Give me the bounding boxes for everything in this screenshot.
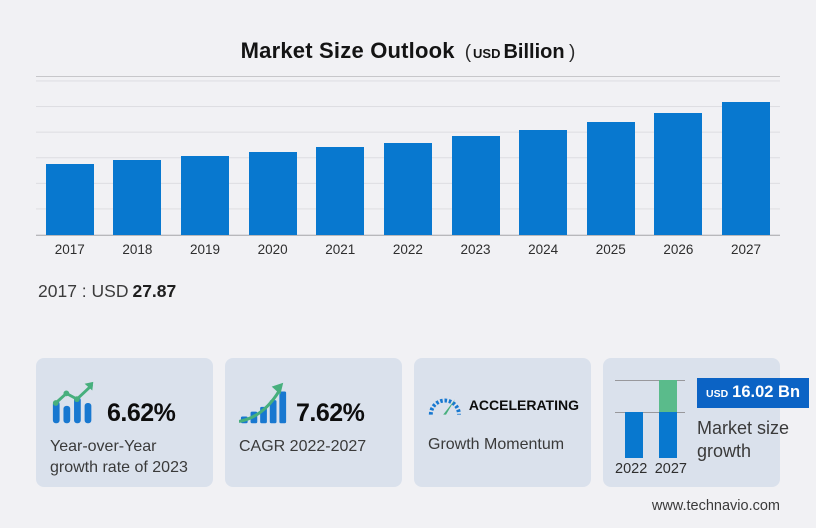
x-axis-label-2018: 2018 — [122, 242, 153, 257]
bar-2025 — [586, 122, 635, 235]
usd-label: USD — [473, 46, 501, 61]
bar-2023 — [451, 136, 500, 235]
cagr-value: 7.62% — [296, 399, 365, 427]
stat-card-cagr: 7.62% CAGR 2022-2027 — [225, 358, 402, 487]
x-axis-label-2025: 2025 — [595, 242, 626, 257]
x-axis-label-2024: 2024 — [528, 242, 559, 257]
yoy-growth-label: Year-over-Year growth rate of 2023 — [50, 438, 188, 477]
mini-label-2027: 2027 — [654, 461, 687, 477]
bar-2019 — [181, 156, 230, 235]
bar-2020 — [248, 152, 297, 235]
mini-gridline-top — [615, 380, 685, 381]
stat-card-market-size-growth: 2022 2027 USD 16.02 Bn Market size growth — [603, 358, 810, 487]
mini-bar-2022 — [625, 412, 643, 458]
growth-amount-badge: USD 16.02 Bn — [697, 378, 810, 408]
bar-2018 — [113, 160, 162, 235]
bar-2027 — [722, 102, 771, 235]
base-year-callout: 2017 : USD 27.87 — [38, 281, 780, 302]
base-year-value: 27.87 — [132, 281, 177, 301]
x-axis-label-2026: 2026 — [663, 242, 694, 257]
mini-growth-chart: 2022 2027 — [615, 372, 687, 479]
cagr-label: CAGR 2022-2027 — [239, 438, 367, 455]
momentum-value: ACCELERATING — [468, 397, 579, 413]
chart-title-unit: (USD Billion ) — [464, 41, 576, 63]
bar-2021 — [316, 147, 365, 235]
bar-2026 — [654, 113, 703, 235]
x-axis-labels: 2017 2018 2019 2020 2021 2022 2023 2024 2025 2026… — [36, 242, 780, 257]
x-axis-label-2023: 2023 — [460, 242, 491, 257]
x-axis-label-2021: 2021 — [325, 242, 356, 257]
chart-title: Market Size Outlook (USD Billion ) — [0, 0, 816, 64]
plot-area — [36, 76, 780, 236]
bar-2022 — [383, 143, 432, 235]
yoy-growth-value: 6.62% — [107, 399, 176, 427]
mini-gridline-mid — [615, 412, 685, 413]
stat-cards: 6.62% Year-over-Year growth rate of 2023… — [36, 358, 810, 487]
mini-bar-2027 — [659, 380, 677, 458]
bar-2017 — [45, 164, 94, 235]
x-axis-label-2019: 2019 — [190, 242, 221, 257]
x-axis-label-2022: 2022 — [392, 242, 423, 257]
bar-chart-trend-up-icon — [52, 381, 94, 424]
stat-card-momentum: ACCELERATING Growth Momentum — [414, 358, 591, 487]
momentum-label: Growth Momentum — [428, 436, 565, 453]
speedometer-icon — [428, 398, 461, 415]
bars — [36, 77, 780, 235]
bar-2024 — [519, 130, 568, 235]
market-size-bar-chart: 2017 2018 2019 2020 2021 2022 2023 2024 2025 2026… — [36, 76, 780, 257]
website-link[interactable]: www.technavio.com — [651, 498, 780, 514]
chart-title-text: Market Size Outlook — [240, 38, 455, 63]
x-axis-label-2017: 2017 — [54, 242, 85, 257]
billion-label: Billion — [503, 41, 565, 63]
badge-currency: USD — [706, 388, 729, 400]
ascending-bars-arrow-icon — [239, 382, 287, 424]
mini-bar-growth-segment — [659, 380, 677, 412]
badge-amount: 16.02 Bn — [732, 383, 801, 401]
x-axis-label-2027: 2027 — [731, 242, 762, 257]
market-size-growth-label: Market size growth — [697, 418, 790, 462]
mini-label-2022: 2022 — [615, 461, 648, 477]
stat-card-yoy-growth: 6.62% Year-over-Year growth rate of 2023 — [36, 358, 213, 487]
base-year-prefix: 2017 : USD — [38, 281, 129, 301]
x-axis-label-2020: 2020 — [257, 242, 288, 257]
